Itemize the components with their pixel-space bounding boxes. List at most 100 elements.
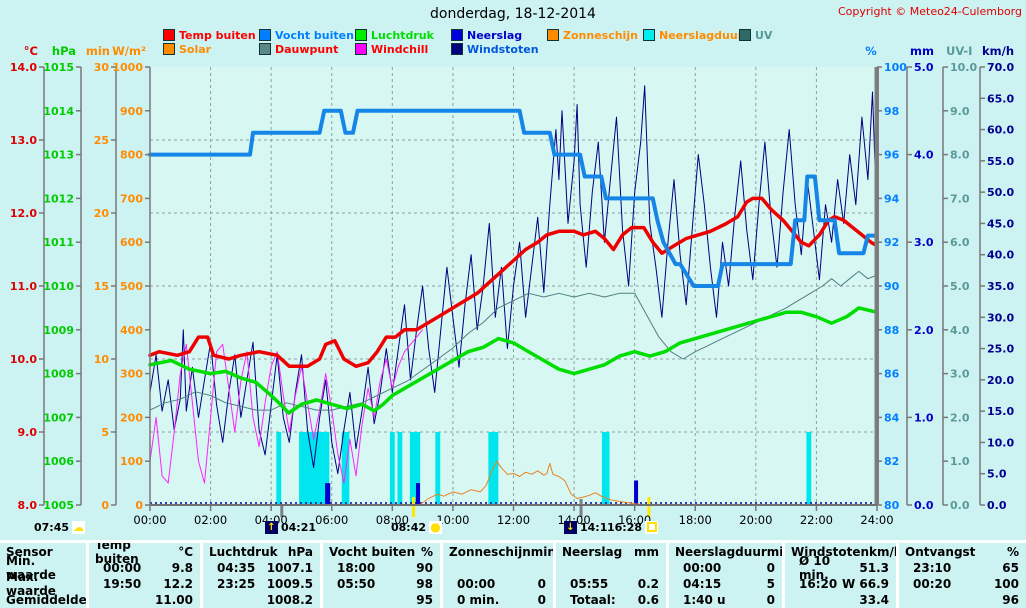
table-cell: 1:40 u 0 <box>669 592 782 608</box>
legend-item-uv: UV <box>739 28 835 42</box>
tick-label: 300 <box>120 368 143 381</box>
sunset-marker: 16:28 <box>607 520 659 534</box>
x-tick-label: 08:00 <box>376 513 409 527</box>
table-cell: 23:25 1009.5 <box>203 576 320 592</box>
moonset-time-label: 14:1 <box>580 520 608 534</box>
cell-time: 23:10 <box>913 561 952 575</box>
axis-title-pct: % <box>865 44 877 58</box>
tick-label: 55.0 <box>987 155 1014 168</box>
table-cell: Ø 10 min. 51.3 <box>785 554 896 582</box>
cell-value: W 66.9 <box>841 577 889 591</box>
axis-title-kmh: km/h <box>982 44 1014 58</box>
axis-title-hpa: hPa <box>52 44 76 58</box>
legend-swatch <box>739 29 751 41</box>
table-cell: 16:20 W 66.9 <box>785 576 896 592</box>
moonrise-icon: ↑ <box>265 520 278 534</box>
page-title: donderdag, 18-12-2014 <box>430 6 596 22</box>
tick-label: 4.0 <box>950 324 970 337</box>
table-col-luchtdruk: Luchtdruk hPa 04:35 1007.1 23:25 1009.5 1008.2 <box>200 543 320 608</box>
table-cell: 1008.2 <box>203 592 320 608</box>
legend-label: Luchtdruk <box>371 28 434 42</box>
legend-swatch <box>451 29 463 41</box>
table-cell <box>556 560 666 576</box>
table-header-name: Neerslagduur <box>675 545 767 559</box>
axis-title-temp: °C <box>24 44 38 58</box>
bar-neerslagduur <box>397 432 403 505</box>
tick-label: 96 <box>884 149 900 162</box>
tick-label: 5.0 <box>950 280 970 293</box>
table-header-unit: % <box>1006 545 1019 559</box>
tick-label: 10.0 <box>987 436 1014 449</box>
legend-label: Neerslag <box>467 28 523 42</box>
moonrise-tick <box>280 504 284 517</box>
table-header-unit: km/h <box>869 545 896 559</box>
sunrise-icon: ● <box>429 519 443 534</box>
series-solar <box>419 460 645 506</box>
moonset-marker: ↓ 14:1 <box>564 520 607 534</box>
tick-label: 5.0 <box>987 468 1007 481</box>
table-header: Luchtdruk hPa <box>203 544 320 560</box>
table-header-name: Vocht buiten <box>329 545 416 559</box>
chart-legend: Temp buiten Vocht buiten Luchtdruk Neerslag… <box>163 28 835 56</box>
table-cell: 95 <box>323 592 440 608</box>
tick-label: 88 <box>884 324 899 337</box>
cell-value: 1008.2 <box>266 593 313 607</box>
table-cell: 00:20 100 <box>899 576 1026 592</box>
table-cell: 0 min. 0 <box>443 592 553 608</box>
tick-label: 10.0 <box>10 353 37 366</box>
x-tick-label: 20:00 <box>739 513 772 527</box>
table-header: Zonneschijnmin <box>443 544 553 560</box>
table-cell: 18:00 90 <box>323 560 440 576</box>
table-header-name: Windstoten <box>791 545 870 559</box>
tick-label: 800 <box>120 149 143 162</box>
cell-value: 90 <box>416 561 433 575</box>
tick-label: 600 <box>120 236 143 249</box>
tick-label: 500 <box>120 280 143 293</box>
cell-value: 1007.1 <box>266 561 313 575</box>
tick-label: 0 <box>135 499 143 512</box>
tick-label: 1013 <box>43 149 74 162</box>
bar-neerslagduur <box>276 432 282 505</box>
legend-label: Dauwpunt <box>275 42 339 56</box>
cell-value: 0 <box>766 593 775 607</box>
copyright: Copyright © Meteo24-Culemborg <box>838 5 1022 18</box>
tick-label: 0.0 <box>950 499 970 512</box>
cell-time: Totaal: <box>570 593 616 607</box>
weather-cloud-icon: ☁ <box>72 520 86 534</box>
cell-time: 05:50 <box>337 577 376 591</box>
tick-label: 20 <box>94 207 110 220</box>
tick-label: 9.0 <box>950 105 970 118</box>
table-col-vocht-buiten: Vocht buiten% 18:00 90 05:50 98 95 <box>320 543 440 608</box>
cell-value: 65 <box>1002 561 1019 575</box>
legend-label: Vocht buiten <box>275 28 354 42</box>
tick-label: 50.0 <box>987 186 1014 199</box>
tick-label: 13.0 <box>10 134 37 147</box>
table-cell: 00:00 9.8 <box>89 560 200 576</box>
table-col-zonneschijn: Zonneschijnmin 00:00 0 0 min. 0 <box>440 543 553 608</box>
tick-label: 1012 <box>43 192 74 205</box>
tick-label: 2.0 <box>950 411 970 424</box>
report-time-label: 07:45 <box>34 520 70 534</box>
table-header-unit: mm <box>633 545 659 559</box>
cell-value: 11.00 <box>155 593 193 607</box>
tick-label: 11.0 <box>10 280 37 293</box>
legend-swatch <box>547 29 559 41</box>
legend-swatch <box>163 29 175 41</box>
legend-label: Neerslagduur <box>659 28 744 42</box>
sunset-tick <box>647 497 651 517</box>
moonrise-time-label: 04:21 <box>281 520 317 534</box>
series-vocht-buiten <box>148 108 879 288</box>
table-cell: 00:00 0 <box>443 576 553 592</box>
table-row-label: Gemiddelde <box>6 593 86 607</box>
x-tick-label: 18:00 <box>679 513 712 527</box>
bar-neerslagduur <box>299 432 330 505</box>
tick-label: 1000 <box>112 61 143 74</box>
x-tick-label: 06:00 <box>315 513 348 527</box>
table-cell: 33.4 <box>785 592 896 608</box>
series-windchill <box>149 329 424 484</box>
bar-neerslagduur <box>409 432 421 505</box>
table-cell: Totaal: 0.6 <box>556 592 666 608</box>
series-luchtdruk <box>148 306 879 415</box>
tick-label: 90 <box>884 280 900 293</box>
table-col-sensor: Sensor Min. waarde Max. waarde Gemiddelde <box>0 543 86 608</box>
